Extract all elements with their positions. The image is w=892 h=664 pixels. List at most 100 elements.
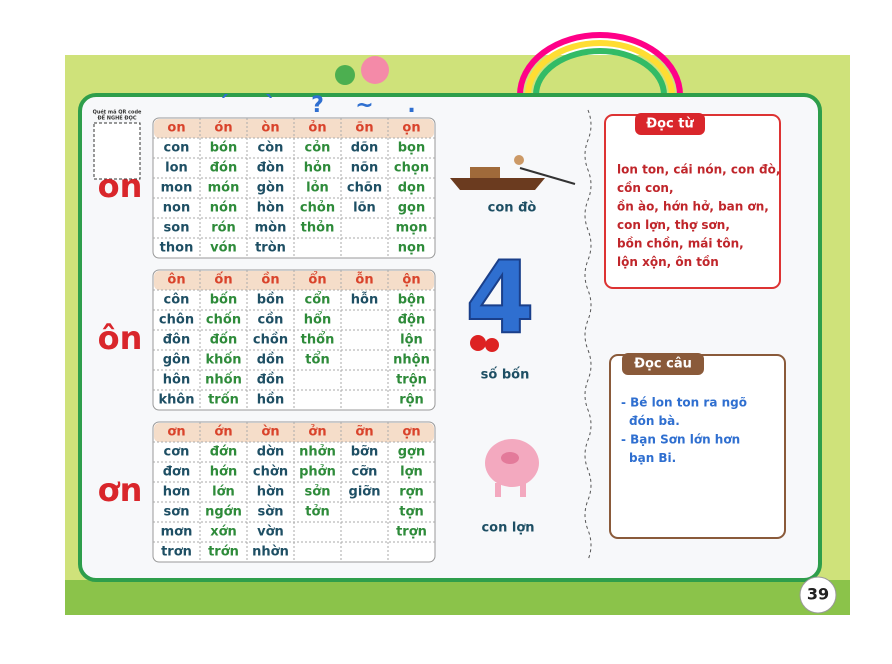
header-cell: ốn xyxy=(214,273,232,288)
header-cell: ợn xyxy=(402,425,420,440)
tone-mark: ~ xyxy=(355,93,373,118)
words-line: con lợn, thợ sơn, xyxy=(617,218,730,232)
boat xyxy=(450,178,545,190)
rainbow xyxy=(517,32,683,96)
word-cell: đôn xyxy=(163,333,191,348)
rhyme-label: ơn xyxy=(98,471,143,509)
word-cell: côn xyxy=(164,293,190,308)
ball xyxy=(485,338,499,352)
header-cell: ỗn xyxy=(355,273,373,288)
word-cell: vờn xyxy=(257,525,284,540)
word-cell: dờn xyxy=(257,445,285,460)
words-line: ồn ào, hớn hở, ban ơn, xyxy=(617,200,769,214)
rhyme-label: ôn xyxy=(98,319,143,357)
header-cell: ộn xyxy=(402,273,420,288)
word-cell: tởn xyxy=(305,505,329,520)
words-line: lon ton, cái nón, con đò, xyxy=(617,163,780,177)
word-cell: khốn xyxy=(205,353,241,368)
word-cell: hôn xyxy=(163,373,190,388)
sentence-line: đón bà. xyxy=(629,414,680,428)
header-cell: ởn xyxy=(308,425,326,440)
word-cell: còn xyxy=(258,141,284,156)
sentences-badge xyxy=(622,353,704,375)
tone-mark: ? xyxy=(311,93,324,118)
word-cell: mon xyxy=(161,181,193,196)
words-badge xyxy=(635,113,705,135)
word-cell: mọn xyxy=(396,221,428,236)
word-cell: dọn xyxy=(398,181,426,196)
word-cell: độn xyxy=(398,313,426,328)
qr-note: ĐỂ NGHE ĐỌC xyxy=(97,114,136,122)
word-cell: đốn xyxy=(210,333,238,348)
word-cell: sờn xyxy=(258,505,284,520)
header-cell: ón xyxy=(214,121,232,136)
word-cell: nhộn xyxy=(393,353,430,368)
word-cell: nhốn xyxy=(205,373,242,388)
header-cell: on xyxy=(167,121,185,136)
divider xyxy=(584,109,592,561)
word-cell: bỡn xyxy=(351,445,379,460)
word-cell: tròn xyxy=(255,241,286,256)
word-cell: gọn xyxy=(398,201,426,216)
words-title: Đọc từ xyxy=(646,117,694,132)
tree xyxy=(361,56,389,84)
word-cell: sởn xyxy=(305,485,331,500)
header-cell: ọn xyxy=(402,121,420,136)
rainbow xyxy=(533,48,667,96)
word-cell: lớn xyxy=(212,485,235,500)
word-cell: trốn xyxy=(208,393,239,408)
table-header xyxy=(154,119,434,138)
word-cell: mơn xyxy=(161,525,193,540)
words-line: bồn chồn, mái tôn, xyxy=(617,237,744,251)
word-cell: cơn xyxy=(164,445,190,460)
word-cell: bón xyxy=(210,141,238,156)
word-cell: trộn xyxy=(396,373,427,388)
word-cell: rộn xyxy=(399,393,424,408)
pig-leg xyxy=(520,483,526,497)
word-cell: bộn xyxy=(398,293,426,308)
tree xyxy=(335,65,355,85)
word-cell: bồn xyxy=(257,293,285,308)
word-cell: thổn xyxy=(301,332,335,348)
word-cell: hỗn xyxy=(351,293,378,308)
picture-caption: con đò xyxy=(488,201,537,216)
word-cell: đơn xyxy=(163,465,191,480)
word-cell: tổn xyxy=(305,352,329,368)
picture-caption: số bốn xyxy=(481,368,530,383)
word-cell: nhờn xyxy=(252,545,289,560)
word-cell: tợn xyxy=(399,505,423,520)
word-cell: dõn xyxy=(351,141,379,156)
word-cell: con xyxy=(164,141,190,156)
word-cell: nõn xyxy=(351,161,378,176)
page-number: 39 xyxy=(807,585,829,604)
word-cell: đồn xyxy=(257,373,285,388)
word-cell: thỏn xyxy=(301,221,335,236)
word-cell: phởn xyxy=(299,465,336,480)
word-cell: rợn xyxy=(399,485,424,500)
header-cell: ờn xyxy=(261,425,279,440)
word-cell: son xyxy=(164,221,190,236)
word-cell: chỏn xyxy=(300,201,335,216)
word-cell: cổn xyxy=(305,292,331,308)
word-cell: gôn xyxy=(163,353,191,368)
word-cell: xớn xyxy=(210,525,237,540)
header-cell: ơn xyxy=(167,425,185,440)
table-header xyxy=(154,271,434,290)
qr-note: Quét mã QR code xyxy=(93,109,142,116)
word-cell: lon xyxy=(165,161,188,176)
sentence-line: bạn Bi. xyxy=(629,451,676,465)
word-cell: đòn xyxy=(257,161,285,176)
word-cell: lỏn xyxy=(306,181,329,196)
word-cell: chọn xyxy=(394,161,429,176)
word-cell: gợn xyxy=(398,445,426,460)
word-cell: đón xyxy=(210,161,238,176)
rhyme-label: on xyxy=(98,167,143,205)
header-cell: õn xyxy=(355,121,373,136)
tone-mark: . xyxy=(407,93,415,118)
word-cell: cồn xyxy=(258,313,284,328)
word-cell: chồn xyxy=(253,333,288,348)
word-cell: rón xyxy=(211,221,236,236)
word-cell: mòn xyxy=(255,221,287,236)
word-cell: dồn xyxy=(257,353,285,368)
